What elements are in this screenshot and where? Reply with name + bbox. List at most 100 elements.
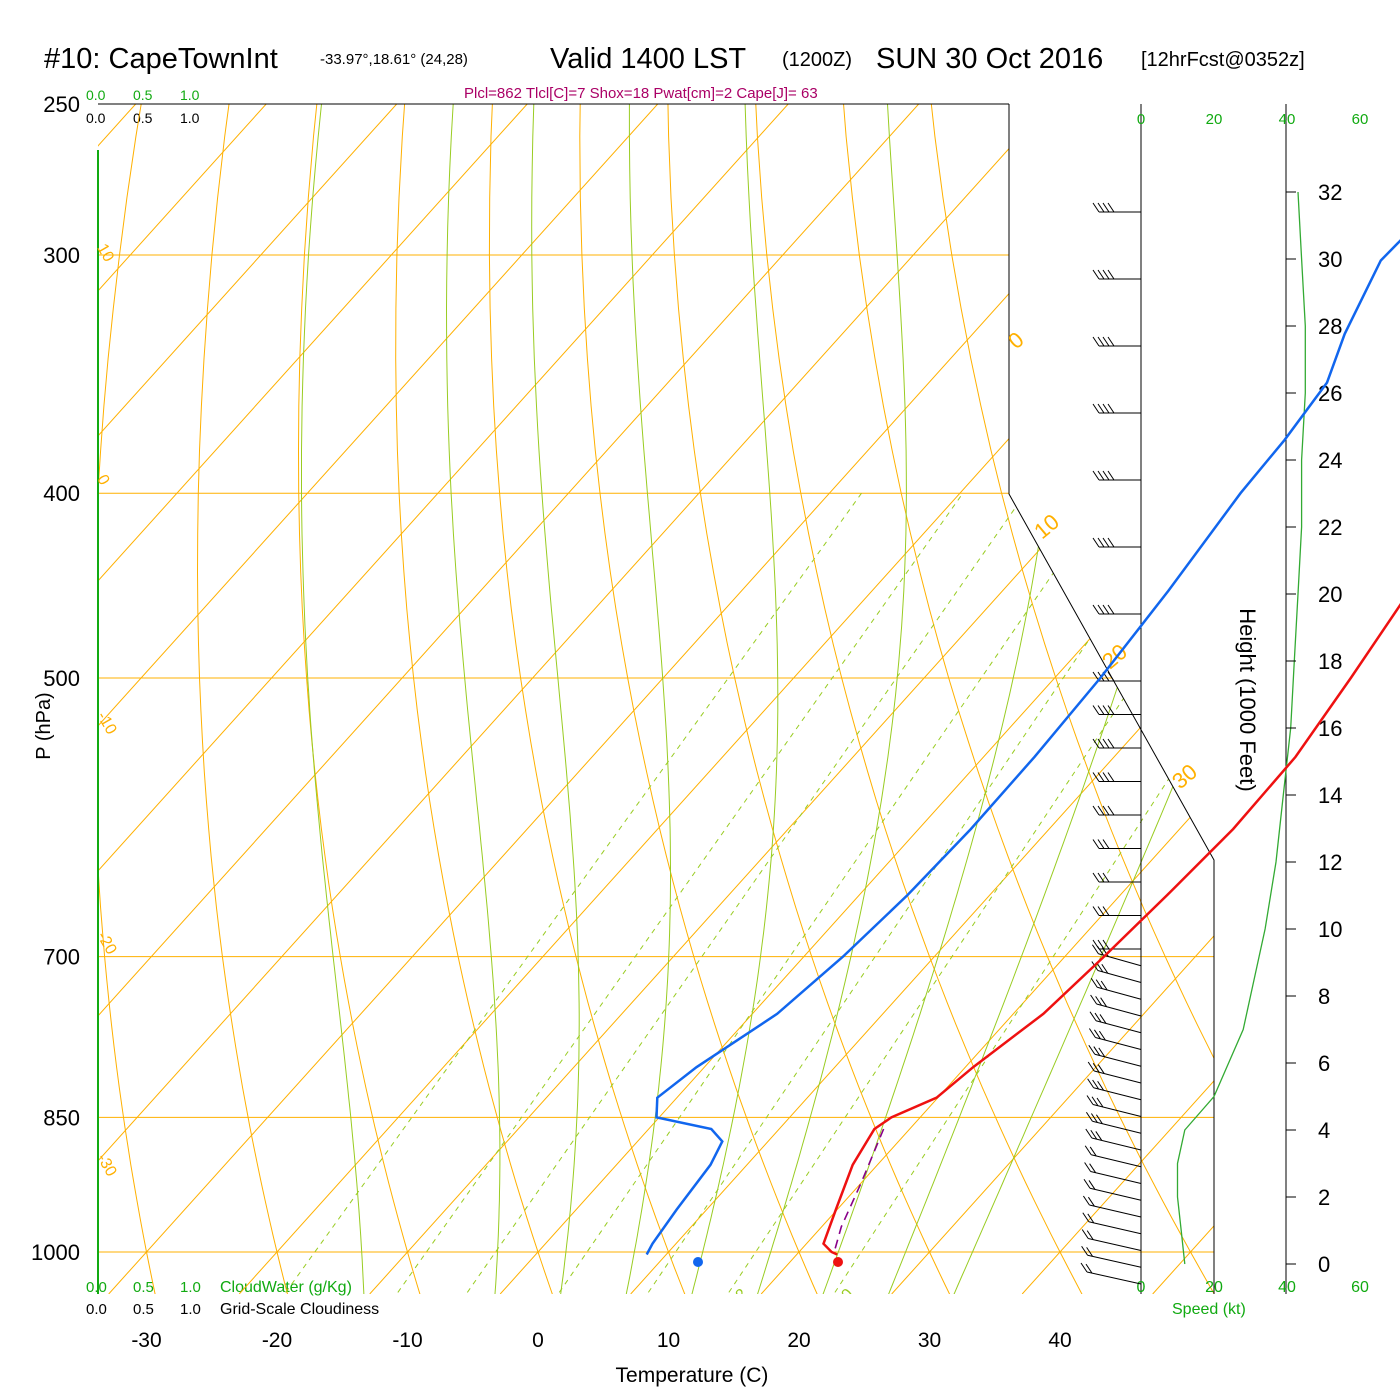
wind-barb-flag [1093,1046,1101,1056]
cloud-scale-bottom: 0.0 0.5 1.0 CloudWater (g/Kg) 0.0 0.5 1.… [86,1279,379,1318]
wind-barb-flag [1096,962,1104,973]
y-axis-label: P (hPa) [33,692,55,759]
height-tick-label: 30 [1318,247,1342,272]
wind-barb [1092,705,1141,715]
wind-barb-flag [1102,839,1110,849]
moist-adiabat-line [624,104,671,1294]
wind-barb-flag [1090,1129,1098,1140]
wind-barb [1092,772,1141,782]
height-tick-label: 8 [1318,984,1330,1009]
wind-barb [1092,537,1141,548]
mixing-ratio-line [397,492,964,1293]
wind-barb-flag [1097,1081,1105,1091]
height-tick-label: 24 [1318,448,1342,473]
forecast-info: [12hrFcst@0352z] [1141,49,1305,71]
wind-barb-staff [1094,1053,1142,1067]
height-tick-label: 20 [1318,582,1342,607]
wind-barb-flag [1092,738,1100,749]
wind-barb-flag [1102,403,1110,414]
mixing-ratio-label: 12 [726,1286,751,1311]
wind-barb-flag [1107,403,1115,414]
dry-adiabat-line [1187,104,1214,1294]
wind-barb [1092,336,1141,347]
moist-adiabat-line [885,104,1214,1294]
wind-barb-flag [1107,269,1115,280]
wind-barb-staff [1089,1187,1142,1201]
wind-barb-flag [1081,1229,1089,1239]
wind-barb [1092,202,1141,213]
wind-barb-flag [1087,1078,1095,1089]
mixing-ratio-line [558,492,1109,1293]
dry-adiabat-line [98,104,157,1294]
isotherm-line [98,104,398,1294]
wind-barb [1090,977,1142,1000]
wind-barb-flag [1092,202,1100,213]
wind-barb [1085,1128,1142,1151]
wind-barb-flag [1100,997,1108,1007]
wind-barb-flag [1095,1114,1103,1124]
mixing-ratio-label: 2 [396,1292,414,1310]
wind-barb [1084,1145,1142,1168]
mixing-ratio-lines: 1 2 3 5 8 12 20 [284,492,1214,1311]
height-tick-label: 32 [1318,180,1342,205]
wind-barb-flag [1097,403,1105,414]
dry-adiabat-line [579,104,821,1294]
wind-barb-flag [1092,470,1100,481]
wind-barb-flag [1097,269,1105,280]
wind-barb-flag [1107,671,1115,682]
pressure-tick-label: 400 [43,481,80,506]
wind-barb-flag [1097,772,1105,782]
wind-barb-flag [1099,1014,1107,1024]
moist-adiabat-line [755,104,907,1294]
wind-barb-staff [1090,1171,1142,1184]
wind-barb-flag [1092,872,1100,883]
sounding-data [645,239,1400,1267]
wind-barb-flag [1088,1044,1096,1055]
isotherm-line [1021,104,1214,1294]
x-tick-label: 20 [787,1329,810,1352]
wind-barb-flag [1082,1195,1090,1206]
height-tick-label: 14 [1318,783,1342,808]
wind-barb-flag [1102,738,1110,749]
height-tick-label: 22 [1318,515,1342,540]
wind-barb-flag [1092,939,1100,950]
wind-barbs [1080,202,1142,1285]
pressure-tick-label: 700 [43,945,80,970]
x-tick-label: 10 [657,1329,680,1352]
wind-barb-flag [1097,805,1105,816]
wind-barb-flag [1102,872,1110,883]
moist-adiabat-line [820,104,1064,1294]
wind-barb [1087,1061,1142,1084]
wind-barb-flag [1097,1064,1105,1074]
wind-barb-flag [1085,1111,1093,1122]
wind-barb [1091,961,1142,983]
cloud-scale-top-black-0: 0.0 [86,110,106,126]
wind-barb-flag [1086,1247,1094,1257]
speed-tick-label-bottom: 20 [1205,1279,1223,1296]
height-tick-label: 12 [1318,850,1342,875]
cloud-scale-bottom-black-1: 0.5 [133,1301,154,1318]
cloud-scale-bottom-green-1: 0.5 [133,1279,154,1296]
wind-barb-flag [1102,805,1110,816]
wind-barb-flag [1097,202,1105,213]
wind-barb-staff [1097,970,1142,983]
wind-barb-flag [1092,403,1100,414]
wind-barb-flag [1095,996,1103,1006]
wind-barb [1083,1178,1142,1201]
wind-barb-flag [1085,1128,1093,1139]
wind-barb-flag [1102,604,1110,615]
wind-barb-flag [1096,1097,1104,1108]
wind-barb [1090,994,1142,1017]
temperature-line [822,603,1400,1256]
wind-barb-flag [1098,1047,1106,1058]
wind-barb-staff [1092,1120,1142,1134]
wind-barb [1088,1044,1142,1067]
wind-barb-flag [1087,1196,1095,1207]
wind-barb-flag [1091,1096,1099,1107]
height-tick-label: 4 [1318,1118,1330,1143]
wind-barb-flag [1107,470,1115,481]
wind-barb-flag [1097,470,1105,481]
wind-barb-staff [1088,1238,1142,1251]
wind-barb [1092,839,1141,849]
isotherm-line [369,104,1214,1294]
